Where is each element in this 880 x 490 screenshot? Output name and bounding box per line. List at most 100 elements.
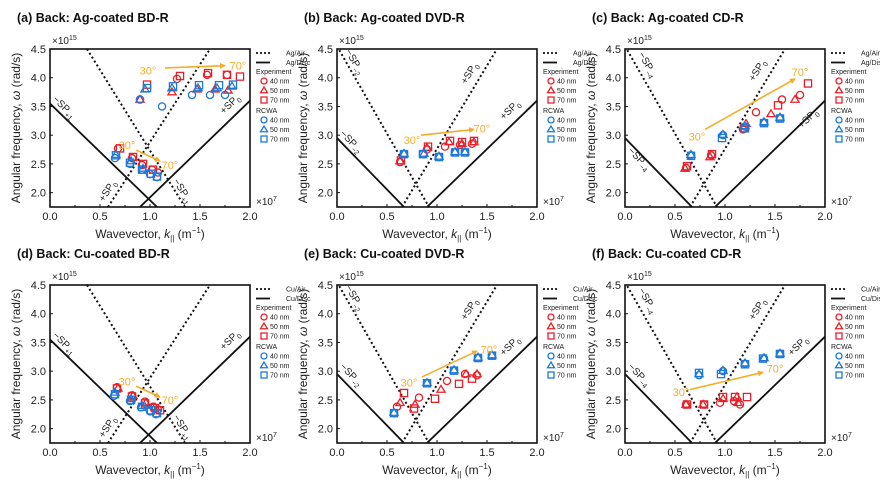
data-point	[449, 366, 459, 375]
panel-title: (c) Back: Ag-coated CD-R	[592, 11, 744, 25]
angle-start-label: 30°	[689, 131, 706, 143]
mode-label: −SP+1	[49, 330, 78, 358]
data-point	[487, 351, 497, 360]
mode-label: +SP0	[498, 98, 524, 123]
data-point	[450, 148, 460, 157]
legend-label: 40 nm	[557, 354, 577, 361]
panel-title: (b) Back: Ag-coated DVD-R	[304, 11, 465, 25]
legend-marker-square	[835, 135, 843, 143]
series-experiment-50nm	[394, 368, 483, 408]
series-rcwa-70nm	[389, 351, 497, 418]
x-multiplier: ×107	[543, 432, 564, 444]
y-tick-label: 3.0	[318, 130, 333, 142]
legend-label: 40 nm	[557, 118, 577, 125]
dispersion-line-disc	[139, 100, 250, 207]
dispersion-line-disc	[714, 336, 825, 443]
panel-b: (b) Back: Ag-coated DVD-R−SP−2+SP0−SP−2 +…	[296, 11, 598, 243]
legend-label: Cu/Disc	[861, 296, 880, 303]
legend-marker-triangle	[259, 321, 269, 330]
x-multiplier: ×107	[256, 196, 277, 208]
legend-label: 70 nm	[845, 373, 865, 380]
x-tick-label: 0.5	[92, 447, 107, 459]
data-point	[765, 108, 777, 118]
data-point	[421, 377, 433, 387]
legend-group-label: Experiment	[831, 305, 866, 312]
legend-marker-square	[835, 371, 843, 379]
y-tick-label: 2.0	[318, 424, 333, 436]
legend-group-label: Experiment	[543, 305, 578, 312]
angle-start-label: 30°	[401, 378, 418, 390]
data-point	[469, 136, 479, 146]
y-multiplier: ×1015	[627, 35, 652, 47]
data-point	[137, 160, 147, 170]
legend-label: 40 nm	[270, 79, 290, 86]
x-tick-label: 2.0	[817, 211, 832, 223]
data-point	[774, 348, 786, 357]
legend-marker-triangle	[546, 85, 556, 94]
x-tick-label: 2.0	[242, 211, 257, 223]
mode-label: −SP+1	[169, 413, 194, 443]
y-tick-label: 3.5	[318, 337, 333, 349]
legend-label: 40 nm	[845, 354, 865, 361]
dispersion-line-disc	[50, 102, 158, 207]
data-point	[137, 165, 147, 174]
data-point	[740, 124, 750, 133]
x-axis-label: Wavevector, k|| (m−1)	[382, 226, 492, 243]
y-tick-label: 4.0	[606, 309, 621, 321]
legend-label: 70 nm	[557, 98, 577, 105]
data-point	[125, 393, 137, 403]
legend: Cu/Air Cu/Disc Experiment 40 nm 50 nm 70 nm RC…	[256, 287, 311, 380]
angle-end-label: 70°	[767, 363, 784, 375]
data-point	[175, 71, 185, 81]
data-point	[142, 83, 152, 93]
mode-label: −SP−2	[336, 362, 364, 391]
x-tick-label: 1.0	[142, 447, 157, 459]
legend-marker-triangle	[259, 85, 269, 94]
legend-marker-square	[547, 135, 555, 143]
legend-group-label: Experiment	[543, 69, 578, 76]
data-point	[409, 399, 421, 408]
y-tick-label: 2.5	[31, 159, 46, 171]
data-point	[457, 137, 467, 147]
y-axis-label: Angular frequency, ω (rad/s)	[296, 289, 310, 440]
x-tick-label: 1.0	[429, 447, 444, 459]
legend-label: 50 nm	[845, 324, 865, 331]
legend-label: 50 nm	[845, 127, 865, 134]
data-point	[205, 90, 215, 100]
series-rcwa-50nm	[109, 387, 148, 410]
x-tick-label: 0.0	[42, 211, 57, 223]
dispersion-line-air	[689, 285, 786, 443]
data-point	[127, 153, 137, 163]
angle-arrow	[164, 62, 226, 69]
mode-label: −SP−2	[341, 284, 366, 314]
x-tick-label: 0.5	[379, 211, 394, 223]
legend-label: 70 nm	[557, 137, 577, 144]
mode-label: −SP+1	[49, 94, 78, 122]
series-rcwa-50nm	[398, 146, 471, 160]
legend-label: 50 nm	[845, 88, 865, 95]
legend-marker-square	[260, 371, 268, 379]
data-point	[222, 70, 232, 80]
legend-group-label: Experiment	[831, 69, 866, 76]
y-axis-label: Angular frequency, ω (rad/s)	[584, 289, 598, 440]
data-point	[739, 357, 751, 367]
dispersion-line-air	[107, 49, 211, 207]
dispersion-line-disc	[426, 336, 537, 443]
y-tick-label: 4.0	[31, 309, 46, 321]
data-point	[110, 389, 120, 399]
data-point	[699, 400, 709, 409]
data-point	[707, 149, 717, 159]
x-tick-label: 0.5	[379, 447, 394, 459]
angle-end-label: 70°	[481, 344, 498, 356]
legend-label: 70 nm	[557, 373, 577, 380]
y-tick-label: 2.5	[318, 159, 333, 171]
y-tick-label: 2.0	[31, 188, 46, 200]
data-point	[682, 400, 692, 409]
legend-group-label: Experiment	[256, 305, 291, 312]
y-axis-label: Angular frequency, ω (rad/s)	[9, 53, 23, 204]
data-point	[434, 152, 444, 162]
panel-f: (f) Back: Cu-coated CD-R −SP−4 +SP0 −SP−4 +S…	[584, 247, 880, 479]
x-tick-label: 0.5	[667, 447, 682, 459]
y-axis-label: Angular frequency, ω (rad/s)	[584, 53, 598, 204]
legend-label: 70 nm	[845, 137, 865, 144]
